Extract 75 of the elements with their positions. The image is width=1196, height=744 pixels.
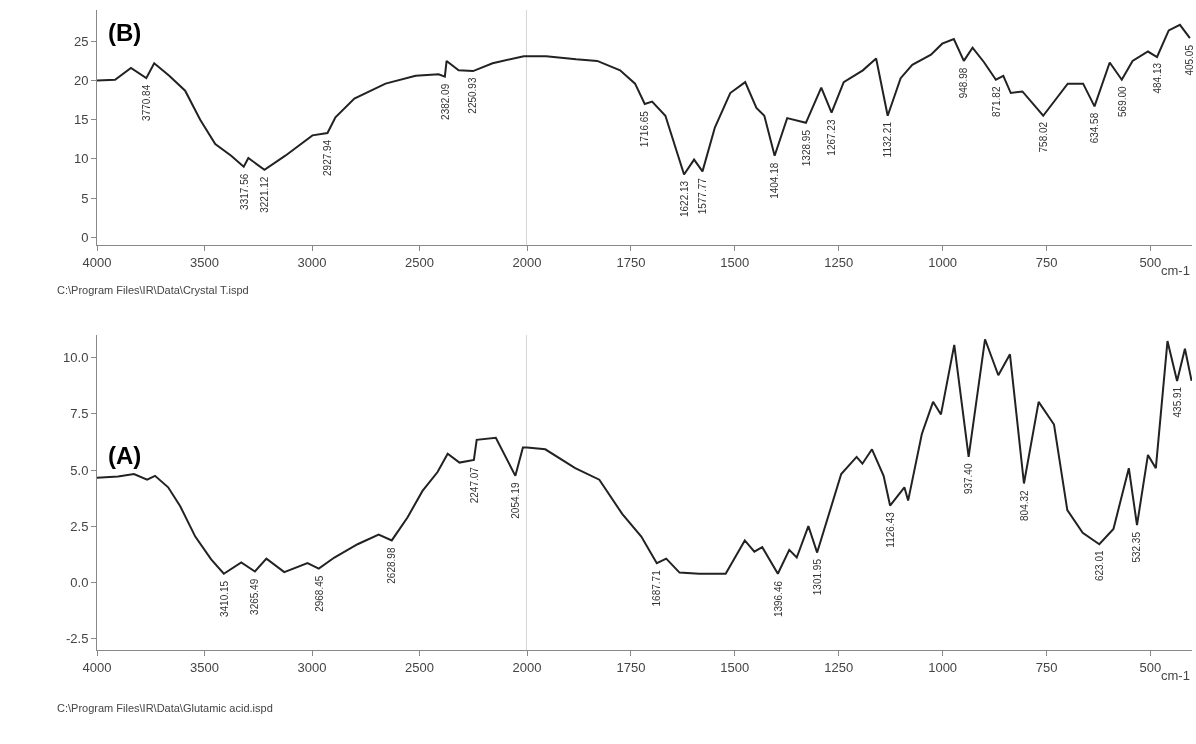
y-tick-label: 15 [73,112,89,128]
y-tick-label: 5.0 [70,462,89,478]
annotation: (A) [108,442,142,469]
annotation: 1577.77 [696,177,708,215]
annotation: 1622.13 [679,180,691,218]
text: C:\Program Files\IR\Data\Glutamic acid.ispd [57,702,273,714]
y-tick-label: 10 [73,151,89,167]
annotation: 1716.65 [639,110,651,148]
annotation: 948.98 [958,67,970,99]
annotation: 2628.98 [385,547,397,584]
x-axis-title: cm-1 [1161,668,1190,683]
y-tick-label: 25 [73,33,89,49]
annotation: 634.58 [1088,112,1100,144]
annotation: 2382.09 [439,83,451,120]
annotation: 2927.94 [322,139,334,176]
x-tick-label: 1000 [928,254,958,270]
x-tick-label: 1500 [720,659,750,675]
y-tick-label: 2.5 [70,518,89,534]
y-tick-label: 10.0 [63,350,89,366]
annotation: 623.01 [1093,550,1105,582]
annotation: 484.13 [1151,62,1163,94]
annotation: 937.40 [963,463,975,495]
x-tick-label: 3000 [297,659,327,675]
y-tick-label: 5 [81,190,89,206]
annotation: 2968.45 [313,575,325,612]
annotation: 405.05 [1184,44,1196,76]
x-tick-label: 1750 [616,254,646,270]
annotation: 1687.71 [651,569,663,607]
annotation: 1132.21 [881,121,893,158]
annotation: 532.35 [1131,531,1143,563]
annotation: 1126.43 [884,511,896,548]
y-tick-label: 7.5 [70,406,89,422]
x-tick-label: 1750 [616,659,646,675]
annotation: 2054.19 [510,482,521,519]
x-tick-label: 1500 [720,254,750,270]
annotation: 2247.07 [468,466,480,504]
annotation: 569.00 [1116,85,1128,117]
x-tick-label: 4000 [82,659,112,675]
annotation: 804.32 [1018,489,1030,521]
annotation: 3221.12 [259,176,271,213]
y-tick-label: 0 [81,229,89,245]
y-tick-label: 20 [73,73,89,89]
x-tick-label: 750 [1035,254,1058,270]
annotation: 3265.49 [248,578,260,615]
annotation: 871.82 [990,86,1002,118]
x-tick-label: 1250 [824,659,854,675]
annotation: 3410.15 [218,580,230,618]
annotation: 2250.93 [467,77,479,114]
annotation: 3770.84 [140,84,152,121]
x-axis-title: cm-1 [1161,263,1190,278]
annotation: 3317.56 [238,173,250,210]
annotation: (B) [108,19,142,46]
annotation: 758.02 [1037,121,1049,153]
y-tick-label: 0.0 [70,575,89,591]
x-tick-label: 3000 [297,254,327,270]
x-tick-label: 1000 [928,659,958,675]
x-tick-label: 2500 [405,254,434,270]
annotation: 1396.46 [772,580,784,618]
x-tick-label: 2000 [512,254,542,270]
annotation: 1301.95 [812,558,824,596]
text: C:\Program Files\IR\Data\Crystal T.ispd [57,284,249,296]
x-tick-label: 4000 [82,254,112,270]
x-tick-label: 1250 [824,254,854,270]
x-tick-label: 750 [1035,659,1058,675]
annotation: 435.91 [1171,386,1183,418]
x-tick-label: 500 [1139,659,1162,675]
annotation: 1404.18 [769,162,781,199]
annotation: 1328.95 [800,129,812,167]
annotation: 1267.23 [826,119,838,156]
x-tick-label: 500 [1139,254,1162,270]
y-tick-label: -2.5 [65,631,89,647]
x-tick-label: 2500 [405,659,434,675]
x-tick-label: 2000 [512,659,542,675]
x-tick-label: 3500 [190,659,219,675]
x-tick-label: 3500 [190,254,219,270]
